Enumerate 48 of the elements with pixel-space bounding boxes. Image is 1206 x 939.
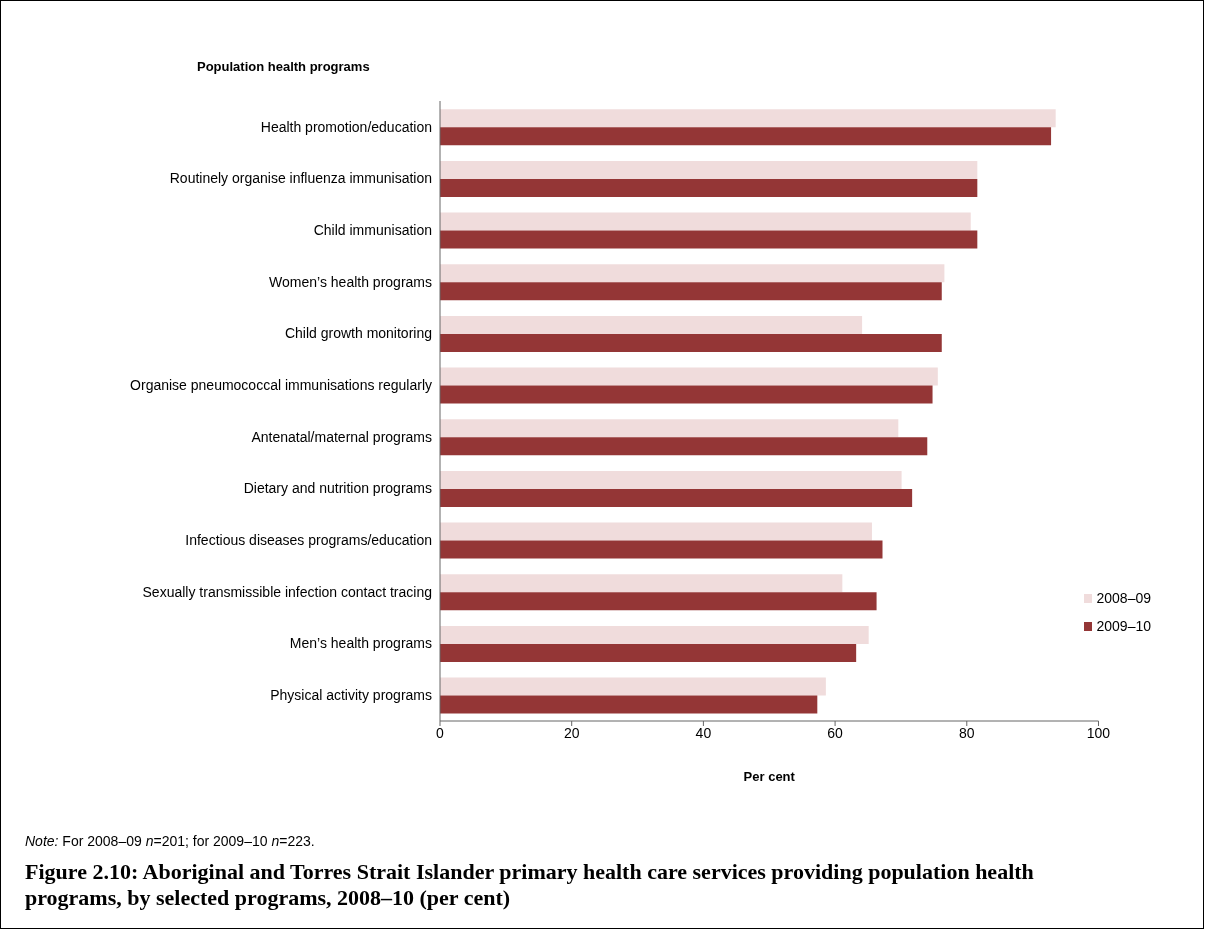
bar	[440, 574, 843, 593]
y-tick-label: Child growth monitoring	[284, 325, 432, 342]
bar	[440, 367, 938, 386]
y-tick-label: Infectious diseases programs/education	[185, 532, 432, 549]
bar	[440, 625, 869, 644]
x-tick-label: 60	[827, 724, 844, 741]
x-tick-label: 0	[436, 724, 445, 741]
y-tick-label: Organise pneumococcal immunisations regularly	[130, 377, 432, 394]
y-axis-title: Population health programs	[197, 59, 370, 74]
y-tick-label: Women’s health programs	[269, 273, 432, 290]
y-tick-label: Dietary and nutrition programs	[243, 480, 432, 497]
x-tick-label: 80	[959, 724, 975, 741]
x-axis-title: Per cent	[743, 769, 796, 784]
legend-label: 2009–10	[1096, 618, 1151, 634]
y-tick-label: Routinely organise influenza immunisation	[169, 170, 432, 187]
bar	[440, 282, 942, 301]
bar	[440, 592, 877, 611]
legend-label: 2008–09	[1096, 590, 1151, 606]
bar	[440, 695, 818, 714]
bar	[440, 643, 857, 662]
bar	[440, 178, 978, 197]
y-tick-label: Child immunisation	[313, 222, 432, 239]
y-tick-label: Sexually transmissible infection contact tracing	[142, 583, 432, 600]
bar	[440, 419, 899, 438]
bar	[440, 315, 863, 334]
bar	[440, 522, 872, 541]
y-tick-label: Antenatal/maternal programs	[251, 428, 432, 445]
bar	[440, 385, 933, 404]
text: Figure 2.10: Aboriginal and Torres Strait Islander primary health care services providing population health programs, by selected programs, 2008–10 (per cent)	[25, 859, 1035, 911]
bar	[440, 437, 928, 456]
bar	[440, 230, 978, 249]
y-tick-label: Men’s health programs	[289, 635, 432, 652]
bar	[440, 264, 945, 283]
text: Note: For 2008–09 n=201; for 2009–10 n=223.	[25, 833, 315, 849]
x-tick-label: 20	[563, 724, 580, 741]
bar	[440, 540, 883, 559]
bar	[440, 212, 971, 231]
bar	[440, 109, 1056, 128]
bar	[440, 488, 913, 507]
bar	[440, 333, 942, 352]
y-tick-label: Health promotion/education	[260, 118, 432, 135]
bar	[440, 160, 978, 179]
bar	[440, 677, 826, 696]
x-tick-label: 100	[1086, 724, 1111, 741]
y-tick-label: Physical activity programs	[270, 687, 432, 704]
bar	[440, 127, 1052, 146]
bar	[440, 470, 902, 489]
x-tick-label: 40	[695, 724, 712, 741]
